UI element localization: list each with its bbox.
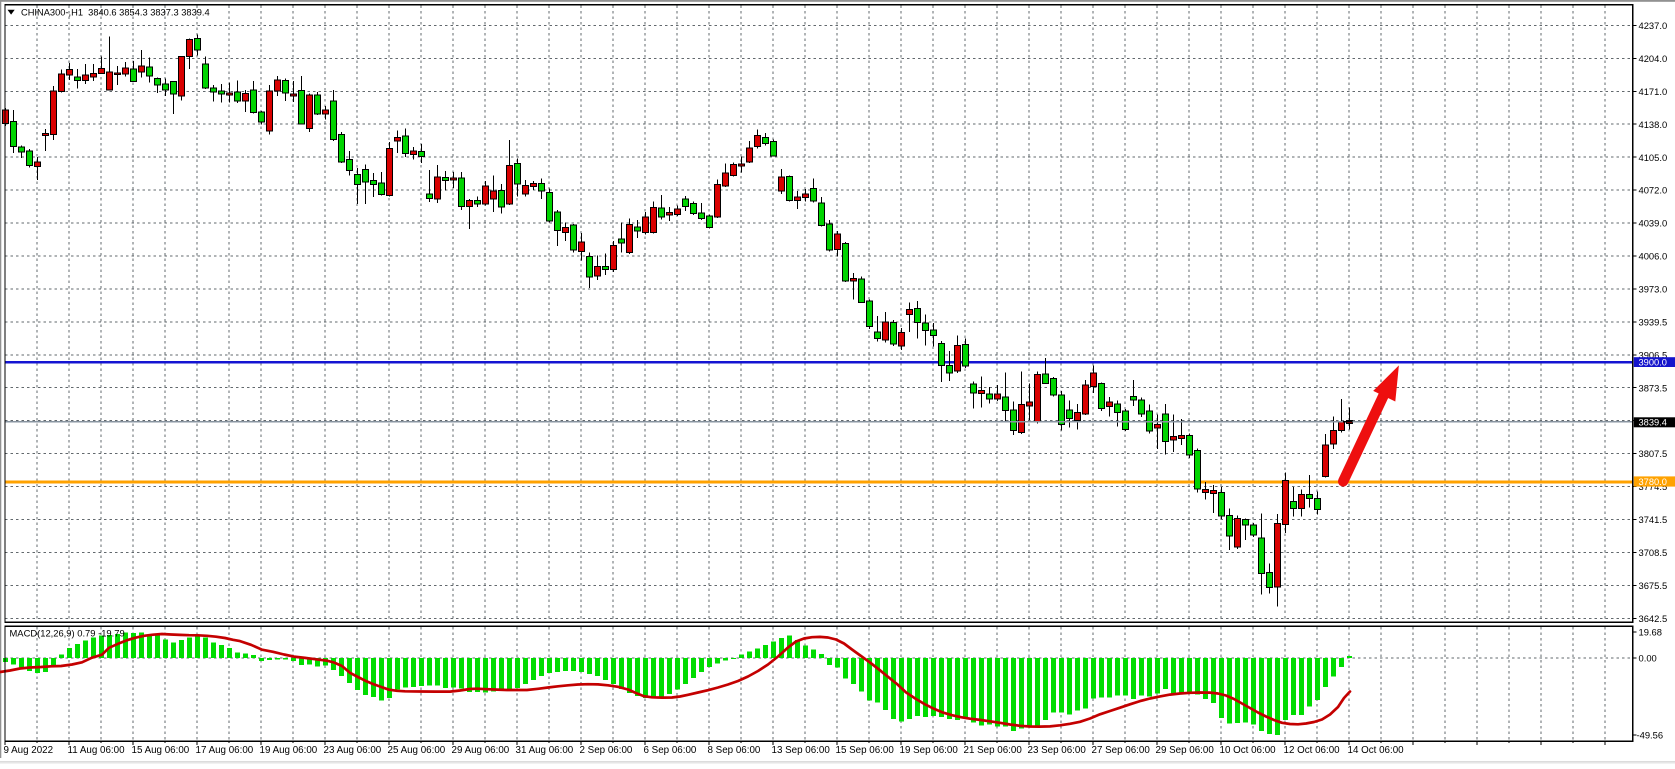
svg-text:6 Sep 06:00: 6 Sep 06:00 xyxy=(644,745,697,756)
svg-text:15 Aug 06:00: 15 Aug 06:00 xyxy=(132,745,190,756)
svg-text:13 Sep 06:00: 13 Sep 06:00 xyxy=(772,745,831,756)
svg-text:3900.0: 3900.0 xyxy=(1639,358,1667,368)
svg-text:14 Oct 06:00: 14 Oct 06:00 xyxy=(1348,745,1405,756)
svg-text:4039.0: 4039.0 xyxy=(1639,218,1668,229)
svg-text:9 Aug 2022: 9 Aug 2022 xyxy=(4,745,54,756)
svg-text:15 Sep 06:00: 15 Sep 06:00 xyxy=(836,745,895,756)
svg-text:12 Oct 06:00: 12 Oct 06:00 xyxy=(1284,745,1341,756)
svg-text:3741.5: 3741.5 xyxy=(1639,514,1668,525)
svg-text:0.00: 0.00 xyxy=(1639,653,1657,664)
svg-text:-49.56: -49.56 xyxy=(1637,730,1664,741)
svg-text:3906.5: 3906.5 xyxy=(1639,349,1668,360)
svg-text:25 Aug 06:00: 25 Aug 06:00 xyxy=(388,745,446,756)
svg-text:23 Aug 06:00: 23 Aug 06:00 xyxy=(324,745,382,756)
svg-text:19 Sep 06:00: 19 Sep 06:00 xyxy=(900,745,959,756)
svg-text:23 Sep 06:00: 23 Sep 06:00 xyxy=(1028,745,1087,756)
svg-text:19 Aug 06:00: 19 Aug 06:00 xyxy=(260,745,318,756)
svg-text:MACD(12,26,9) 0.79 -19.79: MACD(12,26,9) 0.79 -19.79 xyxy=(10,627,125,638)
svg-text:27 Sep 06:00: 27 Sep 06:00 xyxy=(1092,745,1151,756)
svg-text:29 Sep 06:00: 29 Sep 06:00 xyxy=(1156,745,1215,756)
svg-text:21 Sep 06:00: 21 Sep 06:00 xyxy=(964,745,1023,756)
svg-text:29 Aug 06:00: 29 Aug 06:00 xyxy=(452,745,510,756)
svg-text:3708.5: 3708.5 xyxy=(1639,547,1668,558)
svg-text:2 Sep 06:00: 2 Sep 06:00 xyxy=(580,745,633,756)
svg-text:3774.5: 3774.5 xyxy=(1639,481,1668,492)
svg-text:3642.5: 3642.5 xyxy=(1639,613,1668,624)
svg-text:17 Aug 06:00: 17 Aug 06:00 xyxy=(196,745,254,756)
svg-text:3675.5: 3675.5 xyxy=(1639,580,1668,591)
svg-text:10 Oct 06:00: 10 Oct 06:00 xyxy=(1220,745,1277,756)
svg-text:31 Aug 06:00: 31 Aug 06:00 xyxy=(516,745,574,756)
svg-text:8 Sep 06:00: 8 Sep 06:00 xyxy=(708,745,761,756)
svg-text:3780.0: 3780.0 xyxy=(1639,477,1667,487)
svg-text:4105.0: 4105.0 xyxy=(1639,152,1668,163)
svg-text:4138.0: 4138.0 xyxy=(1639,119,1668,130)
svg-text:4237.0: 4237.0 xyxy=(1639,20,1668,31)
svg-text:3939.5: 3939.5 xyxy=(1639,317,1668,328)
svg-text:4006.0: 4006.0 xyxy=(1639,251,1668,262)
svg-text:19.68: 19.68 xyxy=(1639,626,1662,637)
svg-text:3839.4: 3839.4 xyxy=(1639,418,1667,428)
svg-text:3807.5: 3807.5 xyxy=(1639,448,1668,459)
svg-text:11 Aug 06:00: 11 Aug 06:00 xyxy=(68,745,126,756)
svg-text:4204.0: 4204.0 xyxy=(1639,53,1668,64)
svg-text:3973.0: 3973.0 xyxy=(1639,284,1668,295)
svg-text:3873.5: 3873.5 xyxy=(1639,382,1668,393)
svg-text:4171.0: 4171.0 xyxy=(1639,86,1668,97)
svg-text:4072.0: 4072.0 xyxy=(1639,185,1668,196)
svg-text:CHINA300-,H1 3840.6 3854.3 38: CHINA300-,H1 3840.6 3854.3 3837.3 3839.4 xyxy=(21,7,210,17)
